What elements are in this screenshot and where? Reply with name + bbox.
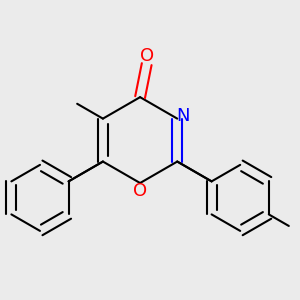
Text: O: O (140, 47, 154, 65)
Text: O: O (133, 182, 147, 200)
Text: N: N (176, 107, 190, 125)
